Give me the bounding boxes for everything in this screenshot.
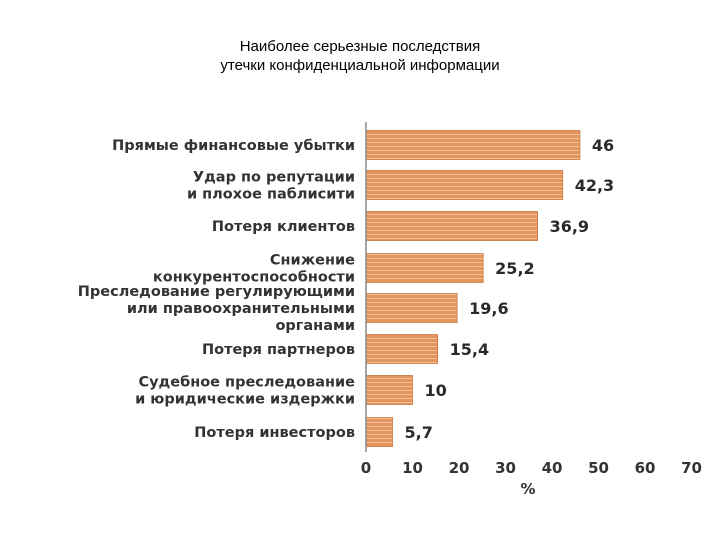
bar-value-label: 25,2 — [495, 259, 534, 278]
bar — [365, 334, 439, 364]
x-axis-unit-label: % — [520, 480, 535, 498]
slide-title-line-1: Наиболее серьезные последствия — [239, 38, 481, 55]
bar-value-label: 10 — [425, 381, 447, 400]
bar-value-label: 42,3 — [575, 176, 614, 195]
category-label: Удар по репутации — [193, 170, 355, 186]
x-tick-label: 40 — [542, 459, 563, 477]
bar — [365, 170, 564, 200]
x-tick-label: 50 — [588, 459, 609, 477]
category-label: и плохое паблисити — [187, 187, 355, 203]
value-labels: 46 42,3 36,9 25,2 19,6 15,4 10 5,7 — [405, 136, 615, 442]
x-tick-label: 20 — [449, 459, 470, 477]
bar-value-label: 19,6 — [469, 299, 508, 318]
bars-layer — [365, 130, 581, 447]
category-label: и юридические издержки — [135, 392, 355, 408]
slide-title: Наиболее серьезные последствия утечки ко… — [0, 37, 720, 75]
category-label: Преследование регулирующими — [78, 284, 355, 300]
category-label: Потеря клиентов — [212, 219, 355, 235]
bar — [365, 253, 484, 283]
bar-value-label: 36,9 — [550, 217, 589, 236]
bar — [365, 293, 458, 323]
bar-value-label: 5,7 — [405, 423, 433, 442]
category-label: органами — [275, 318, 355, 334]
bar — [365, 375, 413, 405]
category-label: или правоохранительными — [127, 301, 355, 317]
bar — [365, 130, 581, 160]
bar-value-label: 46 — [592, 136, 614, 155]
category-label: Судебное преследование — [138, 375, 355, 391]
x-tick-label: 0 — [361, 459, 371, 477]
x-axis: 0 10 20 30 40 50 60 70% — [361, 122, 702, 498]
bar — [365, 417, 393, 447]
category-label: Снижение — [270, 253, 355, 269]
x-tick-label: 30 — [495, 459, 516, 477]
x-tick-label: 60 — [635, 459, 656, 477]
x-tick-label: 10 — [402, 459, 423, 477]
x-tick-label: 70 — [681, 459, 702, 477]
bar — [365, 211, 538, 241]
category-label: конкурентоспособности — [153, 270, 355, 286]
category-label: Потеря партнеров — [202, 342, 355, 358]
category-labels: Прямые финансовые убытки Удар по репутаци… — [78, 138, 355, 441]
category-label: Прямые финансовые убытки — [112, 138, 355, 154]
category-label: Потеря инвесторов — [194, 425, 355, 441]
bar-value-label: 15,4 — [450, 340, 489, 359]
slide-title-line-2: утечки конфиденциальной информации — [220, 57, 500, 74]
